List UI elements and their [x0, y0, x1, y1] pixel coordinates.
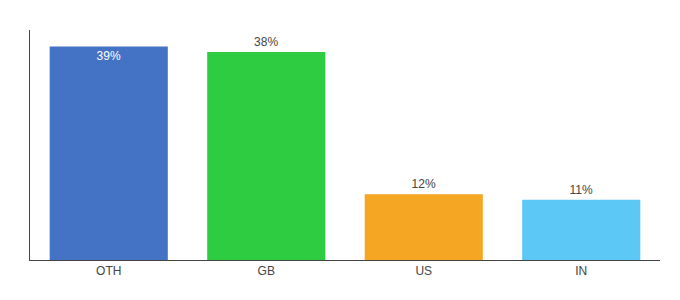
svg-text:GB: GB	[258, 264, 275, 278]
svg-text:38%: 38%	[254, 35, 278, 49]
svg-text:12%: 12%	[412, 177, 436, 191]
svg-text:OTH: OTH	[96, 264, 121, 278]
svg-text:US: US	[415, 264, 432, 278]
svg-text:IN: IN	[575, 264, 587, 278]
svg-text:39%: 39%	[97, 49, 121, 63]
svg-text:11%: 11%	[570, 183, 593, 197]
